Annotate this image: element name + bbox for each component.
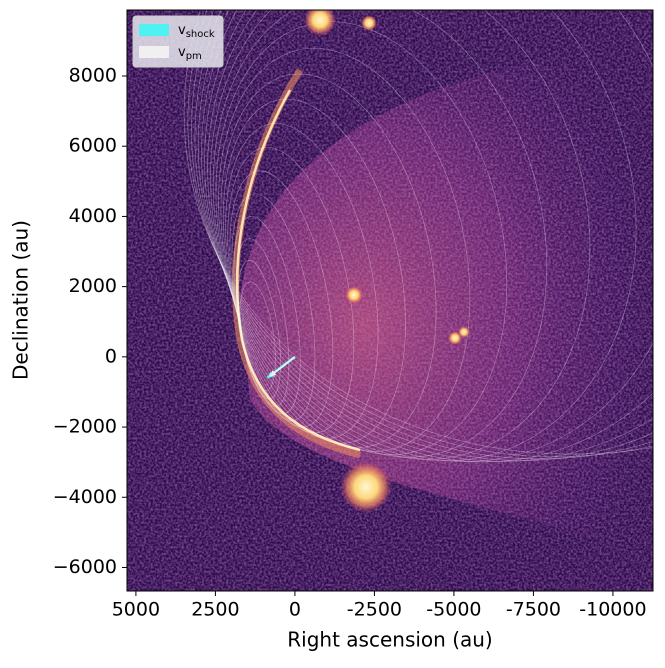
model-contour <box>201 10 653 463</box>
x-tick-label: -7500 <box>506 599 561 621</box>
x-tick-label: 5000 <box>112 599 160 621</box>
model-contour <box>218 47 471 452</box>
y-tick-label: −4000 <box>53 486 117 508</box>
legend-name: v <box>178 45 186 60</box>
y-tick-label: 8000 <box>69 64 117 86</box>
model-contour <box>207 10 637 462</box>
model-contour <box>237 260 281 400</box>
y-tick-label: 6000 <box>69 135 117 157</box>
y-tick-label: −6000 <box>53 556 117 578</box>
legend-subscript: shock <box>186 29 215 40</box>
y-tick-label: 2000 <box>69 275 117 297</box>
model-contour <box>197 10 653 462</box>
model-contour <box>212 10 548 458</box>
axes-frame <box>126 9 654 592</box>
legend-swatch <box>139 24 169 36</box>
model-contour <box>220 73 437 448</box>
model-contour <box>233 215 301 415</box>
x-tick-label: 2500 <box>191 599 239 621</box>
y-tick-label: 0 <box>105 345 117 367</box>
model-contour <box>231 193 316 421</box>
legend-label: vpm <box>178 45 202 63</box>
model-contour <box>210 10 591 460</box>
y-axis-label: Declination (au) <box>9 220 33 380</box>
legend-swatch <box>139 46 169 58</box>
y-tick-label: −2000 <box>53 416 117 438</box>
model-contour <box>187 10 653 458</box>
model-contour <box>194 10 653 461</box>
model-contour <box>239 281 276 392</box>
image <box>127 10 653 591</box>
model-contour <box>225 123 379 439</box>
x-tick-label: -2500 <box>347 599 402 621</box>
x-tick-label: -5000 <box>426 599 481 621</box>
model-contour <box>191 10 653 460</box>
arrow-head <box>269 370 277 377</box>
model-contour <box>227 147 355 434</box>
legend-name: v <box>178 23 186 38</box>
legend-subscript: pm <box>186 51 202 62</box>
model-contour <box>229 170 334 428</box>
model-contour <box>183 10 653 455</box>
model-contour <box>204 10 653 462</box>
x-tick-label: 0 <box>289 599 301 621</box>
x-axis-label: Right ascension (au) <box>287 628 492 652</box>
y-tick-label: 4000 <box>69 205 117 227</box>
x-tick-label: -10000 <box>579 599 646 621</box>
model-contour <box>222 98 406 444</box>
model-contour <box>235 238 290 407</box>
legend-label: vshock <box>178 23 215 41</box>
